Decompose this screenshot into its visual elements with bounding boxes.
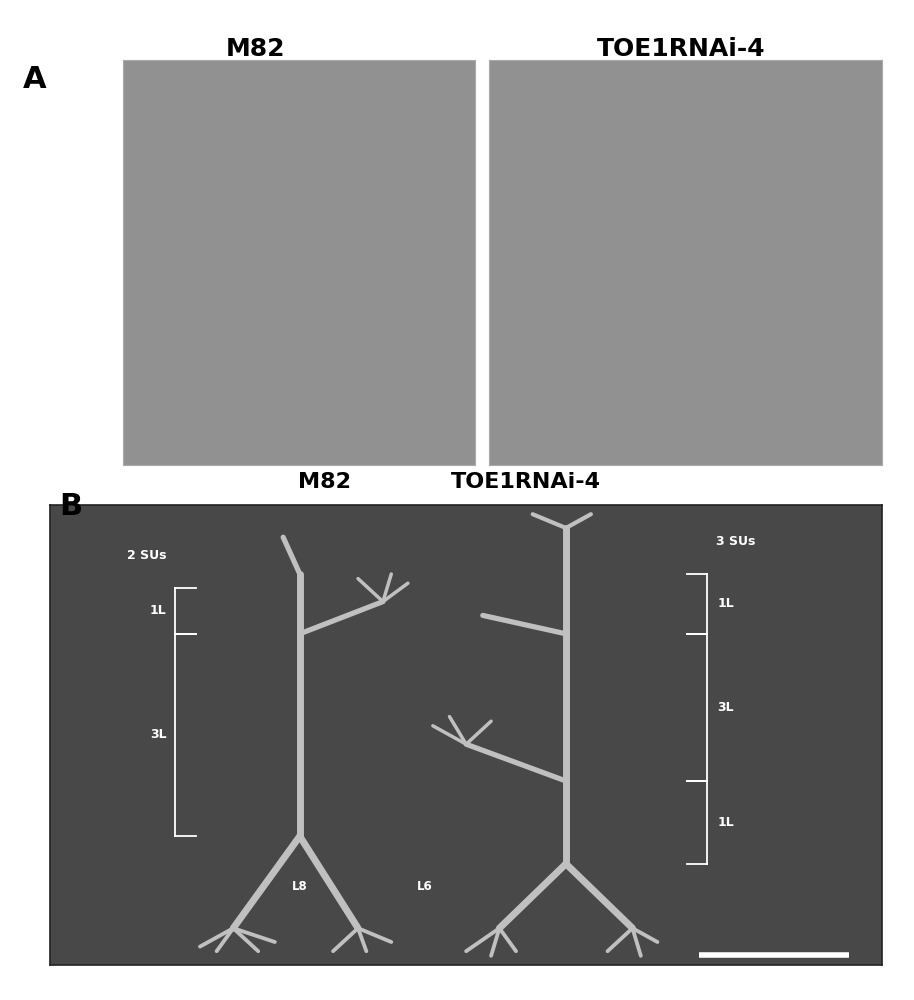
Text: 3L: 3L <box>150 728 166 742</box>
Text: TOE1RNAi-4: TOE1RNAi-4 <box>451 472 600 492</box>
Text: 1L: 1L <box>150 604 166 617</box>
Text: 1L: 1L <box>717 597 734 610</box>
Text: 1L: 1L <box>717 816 734 829</box>
Text: L6: L6 <box>417 880 432 893</box>
Text: 3L: 3L <box>717 701 734 714</box>
Text: B: B <box>59 492 82 521</box>
Text: M82: M82 <box>226 37 286 61</box>
Text: A: A <box>23 65 47 94</box>
Text: M82: M82 <box>298 472 351 492</box>
Text: TOE1RNAi-4: TOE1RNAi-4 <box>597 37 765 61</box>
Text: 2 SUs: 2 SUs <box>127 549 166 562</box>
Text: L8: L8 <box>292 880 308 893</box>
Text: 3 SUs: 3 SUs <box>716 535 755 548</box>
